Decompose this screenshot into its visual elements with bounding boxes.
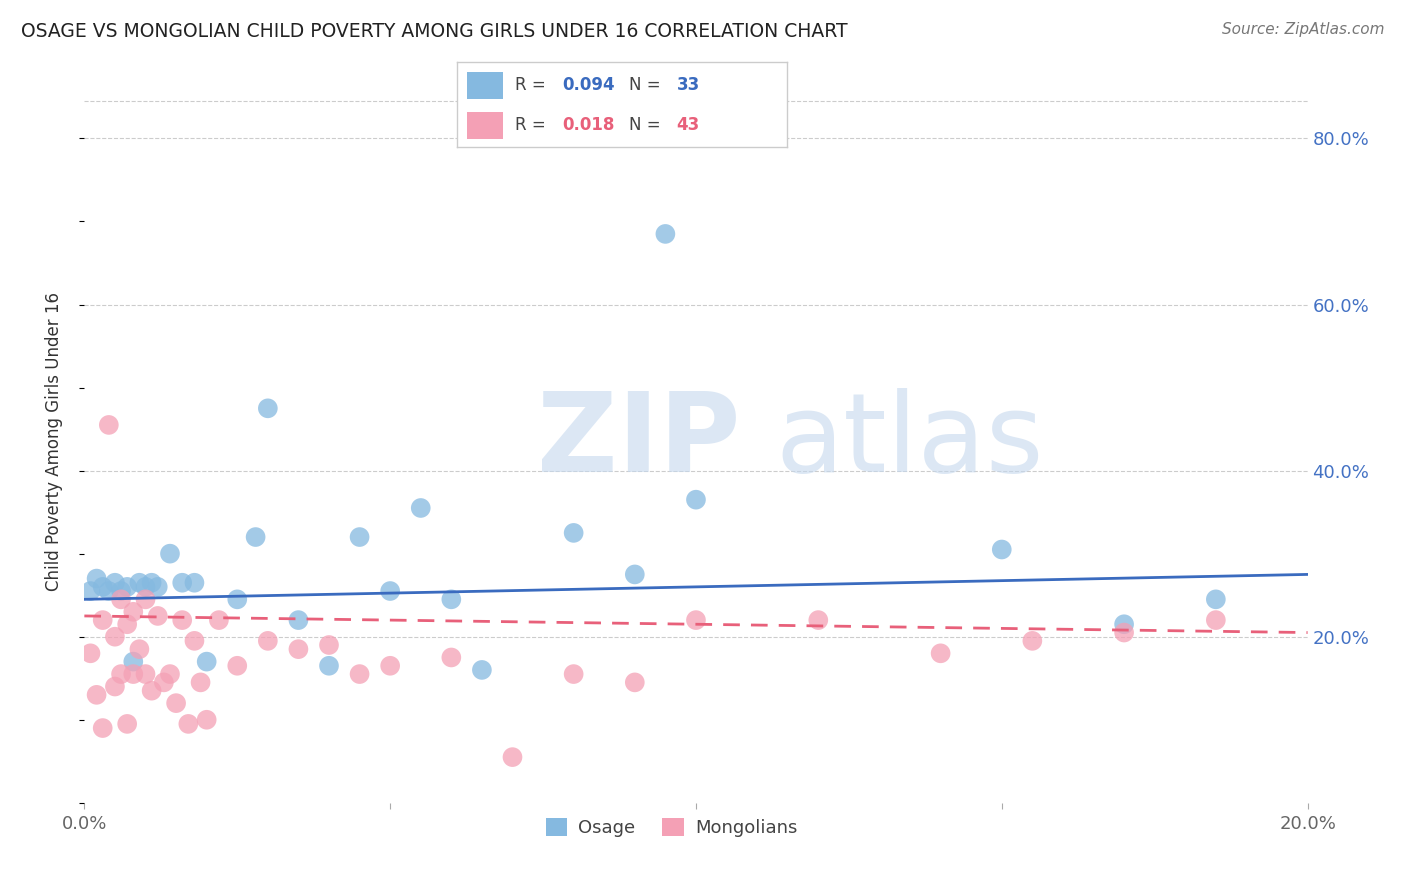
Text: 0.094: 0.094	[562, 77, 616, 95]
Point	[115, 580, 138, 594]
Point	[929, 646, 952, 660]
Point	[122, 605, 145, 619]
Point	[91, 721, 114, 735]
Point	[159, 547, 181, 561]
Point	[122, 667, 145, 681]
Point	[226, 658, 249, 673]
Point	[1205, 613, 1227, 627]
Point	[79, 646, 101, 660]
Text: 33: 33	[676, 77, 700, 95]
Point	[97, 417, 120, 432]
Point	[991, 542, 1014, 557]
Text: N =: N =	[628, 77, 665, 95]
Text: R =: R =	[515, 77, 551, 95]
Point	[141, 575, 163, 590]
Point	[115, 617, 138, 632]
Legend: Osage, Mongolians: Osage, Mongolians	[538, 811, 804, 845]
Point	[1021, 633, 1043, 648]
Point	[208, 613, 231, 627]
Point	[172, 575, 194, 590]
Point	[380, 584, 402, 599]
Point	[1114, 625, 1136, 640]
Point	[135, 580, 157, 594]
Text: 0.018: 0.018	[562, 116, 614, 134]
Point	[624, 675, 647, 690]
Point	[1205, 592, 1227, 607]
Point	[165, 696, 187, 710]
Bar	[467, 112, 503, 139]
Text: atlas: atlas	[776, 388, 1045, 495]
Point	[685, 492, 707, 507]
Point	[97, 584, 120, 599]
Point	[153, 675, 176, 690]
Point	[287, 613, 309, 627]
Text: R =: R =	[515, 116, 551, 134]
Point	[110, 667, 132, 681]
Point	[380, 658, 402, 673]
Point	[562, 525, 585, 540]
Point	[104, 575, 127, 590]
Point	[807, 613, 830, 627]
Point	[257, 401, 280, 416]
Text: 43: 43	[676, 116, 700, 134]
Point	[190, 675, 212, 690]
Point	[471, 663, 494, 677]
Point	[110, 584, 132, 599]
Point	[177, 717, 200, 731]
Point	[1114, 617, 1136, 632]
Point	[128, 642, 150, 657]
Y-axis label: Child Poverty Among Girls Under 16: Child Poverty Among Girls Under 16	[45, 292, 63, 591]
Point	[318, 638, 340, 652]
Text: Source: ZipAtlas.com: Source: ZipAtlas.com	[1222, 22, 1385, 37]
Point	[86, 572, 108, 586]
Point	[195, 713, 218, 727]
Point	[135, 592, 157, 607]
Text: OSAGE VS MONGOLIAN CHILD POVERTY AMONG GIRLS UNDER 16 CORRELATION CHART: OSAGE VS MONGOLIAN CHILD POVERTY AMONG G…	[21, 22, 848, 41]
Point	[91, 580, 114, 594]
Point	[349, 530, 371, 544]
Point	[104, 680, 127, 694]
Point	[86, 688, 108, 702]
Point	[141, 683, 163, 698]
Point	[183, 633, 205, 648]
Point	[409, 500, 432, 515]
Point	[135, 667, 157, 681]
Point	[440, 650, 463, 665]
Point	[257, 633, 280, 648]
Point	[79, 584, 101, 599]
Point	[562, 667, 585, 681]
Point	[624, 567, 647, 582]
Point	[146, 609, 169, 624]
Point	[287, 642, 309, 657]
Point	[115, 717, 138, 731]
Text: N =: N =	[628, 116, 665, 134]
Text: ZIP: ZIP	[537, 388, 741, 495]
Point	[226, 592, 249, 607]
Point	[122, 655, 145, 669]
Point	[349, 667, 371, 681]
Point	[128, 575, 150, 590]
Point	[502, 750, 524, 764]
Point	[318, 658, 340, 673]
Point	[104, 630, 127, 644]
Point	[146, 580, 169, 594]
Point	[172, 613, 194, 627]
Bar	[467, 71, 503, 99]
Point	[440, 592, 463, 607]
Point	[654, 227, 676, 241]
Point	[159, 667, 181, 681]
Point	[91, 613, 114, 627]
Point	[110, 592, 132, 607]
Point	[183, 575, 205, 590]
Point	[245, 530, 267, 544]
Point	[685, 613, 707, 627]
Point	[195, 655, 218, 669]
